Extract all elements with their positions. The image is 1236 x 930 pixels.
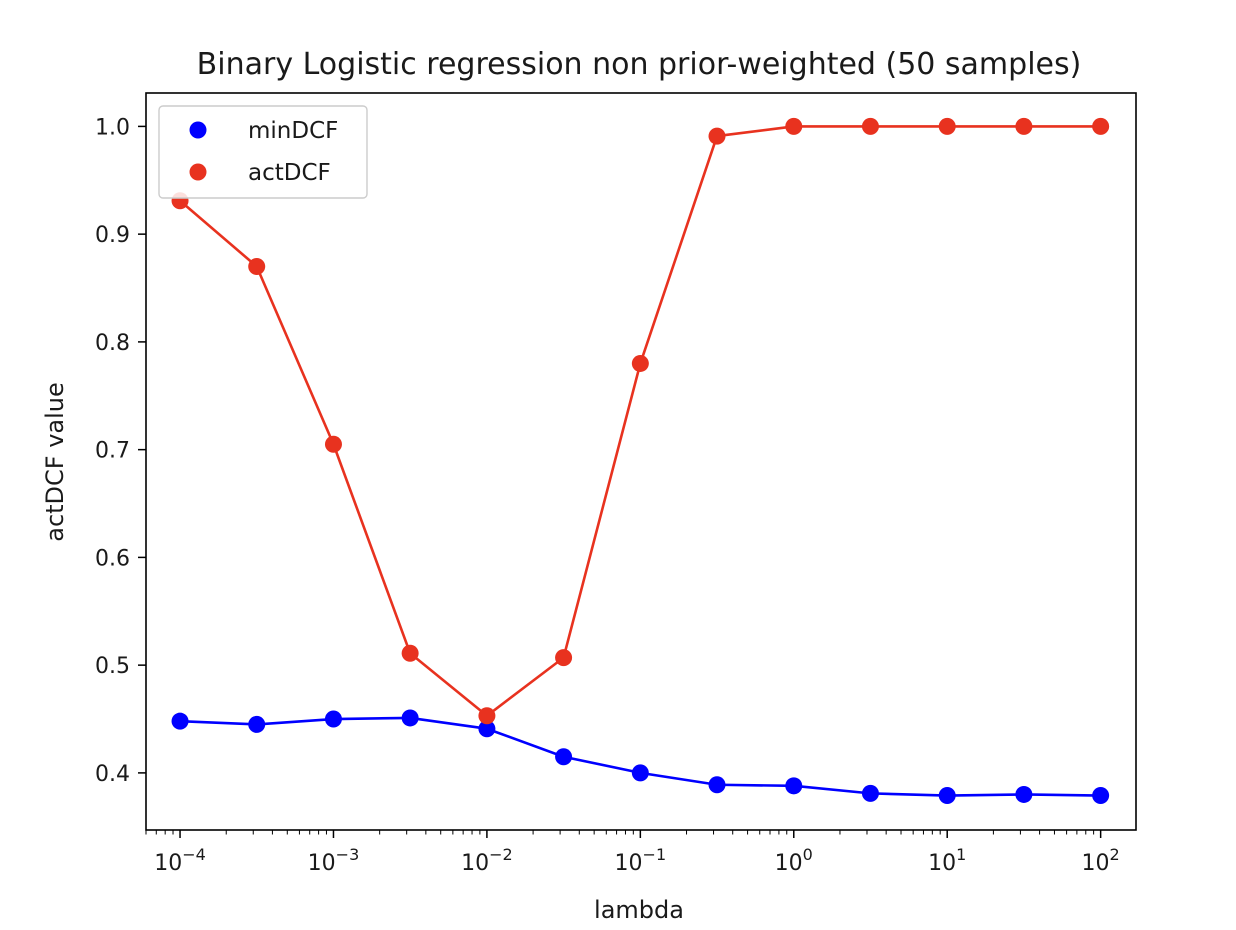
mindcf-point	[631, 764, 649, 782]
mindcf-point	[401, 709, 419, 727]
y-tick-label: 0.7	[95, 439, 130, 464]
actdcf-point	[1092, 117, 1110, 135]
legend-label-mindcf: minDCF	[248, 118, 338, 144]
actdcf-point	[324, 435, 342, 453]
mindcf-point	[478, 720, 496, 738]
actdcf-point	[248, 257, 266, 275]
x-tick-label: 10−3	[308, 845, 360, 876]
mindcf-point	[785, 777, 803, 795]
x-tick-label: 10−4	[154, 845, 206, 876]
mindcf-point	[555, 748, 573, 766]
mindcf-point	[1092, 787, 1110, 805]
x-tick-label: 102	[1082, 845, 1120, 876]
x-tick-label: 101	[928, 845, 966, 876]
actdcf-point	[938, 117, 956, 135]
mindcf-point	[861, 784, 879, 802]
plot-layer	[171, 117, 1110, 805]
mindcf-point	[171, 712, 189, 730]
actdcf-point	[631, 354, 649, 372]
legend: minDCF actDCF	[158, 105, 368, 199]
actdcf-point	[1015, 117, 1033, 135]
mindcf-point	[938, 787, 956, 805]
x-tick-label: 10−2	[461, 845, 513, 876]
actdcf-point	[785, 117, 803, 135]
y-tick-label: 0.4	[95, 762, 130, 787]
y-tick-label: 0.5	[95, 654, 130, 679]
legend-label-actdcf: actDCF	[248, 160, 331, 186]
legend-marker-mindcf	[189, 121, 207, 139]
chart-title: Binary Logistic regression non prior-wei…	[197, 47, 1082, 82]
mindcf-point	[248, 715, 266, 733]
y-tick-label: 1.0	[95, 115, 130, 140]
y-axis-label: actDCF value	[41, 382, 69, 542]
y-tick-label: 0.8	[95, 331, 130, 356]
y-axis: 0.4 0.5 0.6 0.7 0.8 0.9 1.0	[95, 115, 146, 787]
actdcf-point	[708, 127, 726, 145]
actdcf-point	[478, 707, 496, 725]
y-tick-label: 0.6	[95, 546, 130, 571]
actdcf-point	[555, 649, 573, 667]
x-tick-label: 100	[775, 845, 813, 876]
mindcf-point	[708, 776, 726, 794]
legend-marker-actdcf	[189, 163, 207, 181]
actdcf-point	[861, 117, 879, 135]
legend-frame	[158, 105, 368, 199]
x-tick-label: 10−1	[615, 845, 667, 876]
x-axis: 10−4 10−3 10−2 10−1 100 101 102	[145, 830, 1120, 876]
mindcf-point	[324, 710, 342, 728]
actdcf-point	[401, 644, 419, 662]
mindcf-point	[1015, 785, 1033, 803]
y-tick-label: 0.9	[95, 223, 130, 248]
x-axis-label: lambda	[594, 896, 684, 924]
